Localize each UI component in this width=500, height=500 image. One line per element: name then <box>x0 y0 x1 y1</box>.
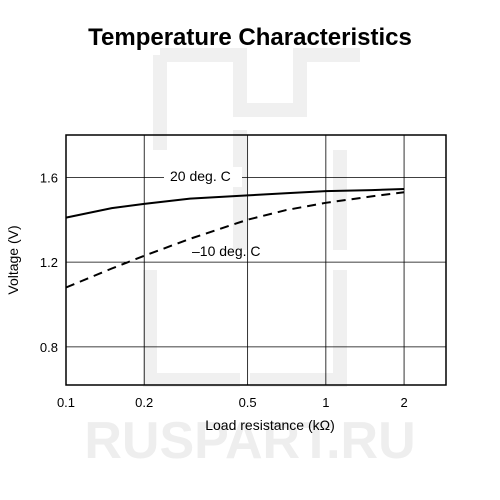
y-tick-label: 1.6 <box>40 170 58 185</box>
x-tick-labels: 0.1 0.2 0.5 1 2 <box>57 395 408 410</box>
grid <box>65 135 446 385</box>
series-labels: 20 deg. C –10 deg. C <box>164 167 261 259</box>
x-tick-label: 2 <box>400 395 407 410</box>
x-tick-label: 0.1 <box>57 395 75 410</box>
chart-title: Temperature Characteristics <box>88 24 412 51</box>
series-label-background <box>164 167 242 187</box>
x-axis-label: Load resistance (kΩ) <box>205 417 335 433</box>
y-tick-label: 0.8 <box>40 340 58 355</box>
series-label-0: 20 deg. C <box>170 168 231 184</box>
x-tick-label: 1 <box>322 395 329 410</box>
plot-frame <box>65 134 447 386</box>
y-tick-labels: 0.8 1.2 1.6 <box>40 170 58 354</box>
y-tick-label: 1.2 <box>40 255 58 270</box>
x-tick-label: 0.2 <box>135 395 153 410</box>
watermark-text: RUSPART.RU <box>84 412 415 470</box>
series-group <box>65 188 405 289</box>
y-axis-label: Voltage (V) <box>5 225 21 294</box>
x-tick-label: 0.5 <box>239 395 257 410</box>
series-line-0 <box>65 188 405 219</box>
series-line-1 <box>65 191 405 289</box>
watermark: RUSPART.RU <box>84 48 416 470</box>
series-label-1: –10 deg. C <box>192 243 261 259</box>
